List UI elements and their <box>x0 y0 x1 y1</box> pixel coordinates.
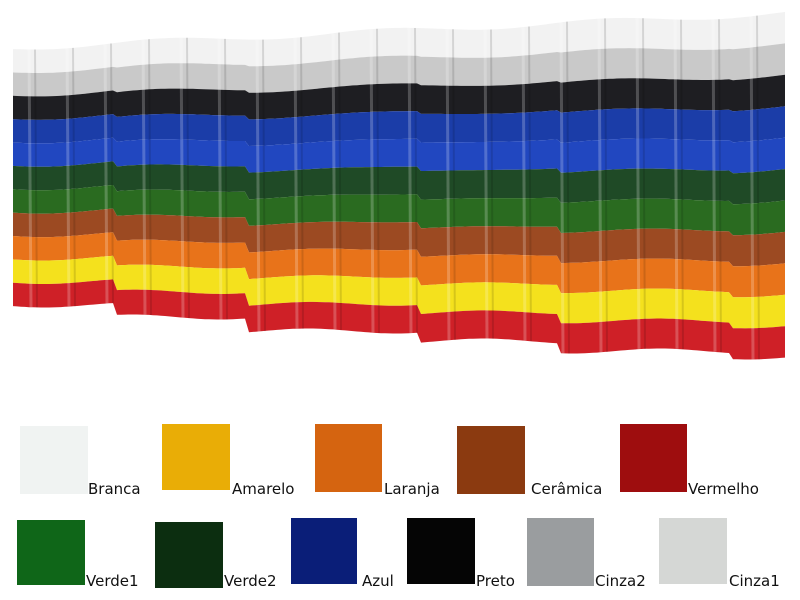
rib-shadow <box>72 47 76 307</box>
label-azul: Azul <box>362 572 394 590</box>
stripe-orange <box>13 232 785 298</box>
label-verde2: Verde2 <box>224 572 277 590</box>
label-branca: Branca <box>88 480 141 498</box>
rib-shadow <box>34 49 38 308</box>
rib-highlight <box>711 19 717 352</box>
swatch-laranja <box>315 424 382 492</box>
label-vermelho: Vermelho <box>688 480 759 498</box>
label-cinza1: Cinza1 <box>729 572 780 590</box>
swatch-verde1 <box>17 520 85 585</box>
stripe-red <box>13 279 785 360</box>
swatch-vermelho <box>620 424 687 492</box>
swatch-cinza1 <box>659 518 727 584</box>
swatch-cinza2 <box>527 518 594 586</box>
rib-highlight <box>407 27 413 334</box>
rib-shadow <box>528 26 532 342</box>
rib-highlight <box>483 29 489 339</box>
rib-shadow <box>452 29 456 340</box>
label-cinza2: Cinza2 <box>595 572 646 590</box>
stripe-green <box>13 185 785 236</box>
stripe-light-gray <box>13 43 785 97</box>
stripe-dark-green <box>13 161 785 205</box>
rib-highlight <box>597 18 603 353</box>
stripe-blue <box>13 106 785 146</box>
rib-shadow <box>718 19 722 353</box>
rib-shadow <box>566 21 570 354</box>
rib-shadow <box>148 39 152 315</box>
rib-shadow <box>186 37 190 318</box>
rib-shadow <box>604 18 608 352</box>
label-verde1: Verde1 <box>86 572 139 590</box>
rib-highlight <box>65 48 71 307</box>
swatch-verde2 <box>155 522 223 588</box>
rib-highlight <box>521 27 527 341</box>
swatch-preto <box>407 518 475 584</box>
rib-highlight <box>293 37 299 329</box>
rib-shadow <box>642 18 646 349</box>
rib-highlight <box>635 18 641 350</box>
rib-highlight <box>749 16 755 360</box>
rib-shadow <box>490 29 494 339</box>
stripe-white <box>13 12 785 73</box>
panel-corrugation-ribs <box>27 15 760 360</box>
rib-highlight <box>445 29 451 341</box>
label-ceramica: Cerâmica <box>531 480 603 498</box>
rib-highlight <box>27 49 33 308</box>
rib-highlight <box>179 37 185 318</box>
corrugated-roof-panel-photo <box>13 12 785 360</box>
rib-highlight <box>559 22 565 354</box>
stripe-ceramic <box>13 208 785 267</box>
rib-shadow <box>680 19 684 350</box>
rib-shadow <box>756 15 760 360</box>
rib-shadow <box>414 27 418 333</box>
swatch-branca <box>20 426 88 494</box>
rib-highlight <box>217 38 223 320</box>
stripe-blue-bright <box>13 137 785 174</box>
swatch-ceramica <box>457 426 525 494</box>
rib-shadow <box>224 38 228 320</box>
rib-shadow <box>262 39 266 332</box>
rib-highlight <box>673 19 679 349</box>
panel-color-stripes <box>13 12 785 360</box>
label-amarelo: Amarelo <box>232 480 295 498</box>
rib-highlight <box>369 29 375 333</box>
label-laranja: Laranja <box>384 480 440 498</box>
stripe-black <box>13 74 785 120</box>
rib-highlight <box>103 44 109 304</box>
rib-highlight <box>141 39 147 315</box>
label-preto: Preto <box>476 572 515 590</box>
rib-shadow <box>110 43 114 304</box>
rib-shadow <box>338 32 342 330</box>
swatch-azul <box>291 518 357 584</box>
rib-shadow <box>376 28 380 333</box>
stripe-yellow <box>13 255 785 329</box>
rib-highlight <box>255 39 261 332</box>
rib-highlight <box>331 33 337 330</box>
rib-shadow <box>300 37 304 329</box>
swatch-amarelo <box>162 424 230 490</box>
